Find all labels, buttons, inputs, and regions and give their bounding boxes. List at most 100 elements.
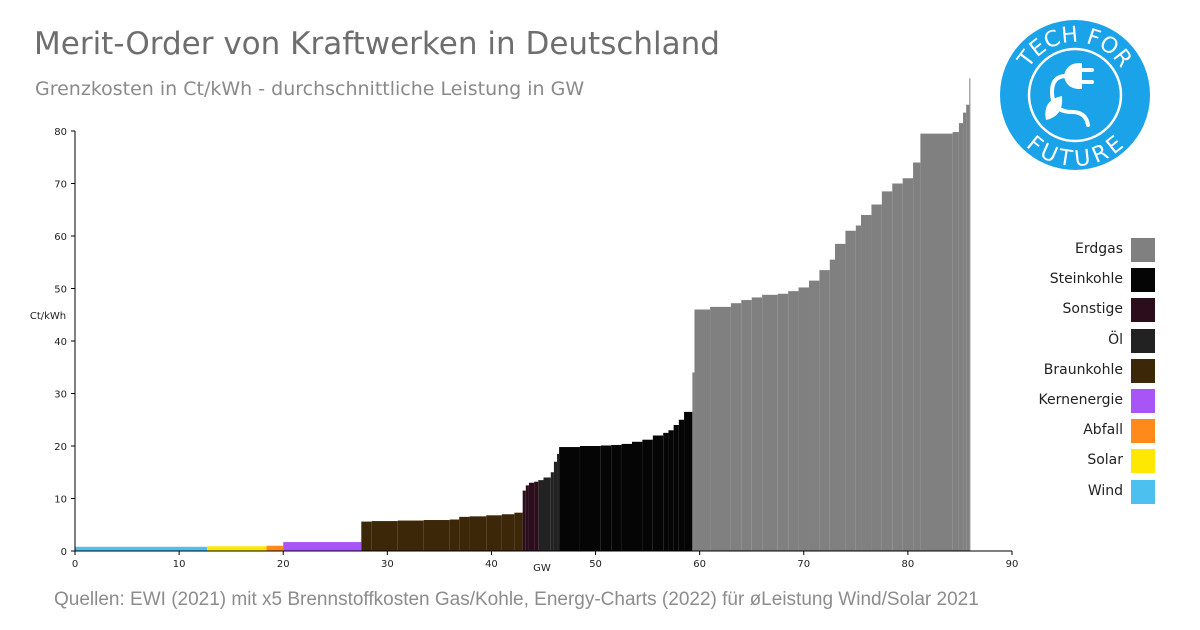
bar-steinkohle [579, 446, 601, 551]
legend-swatch [1131, 328, 1155, 353]
y-tick-label: 0 [61, 547, 67, 558]
x-tick-label: 70 [797, 559, 810, 570]
bar-steinkohle [559, 447, 580, 551]
bar-erdgas [694, 309, 711, 551]
bar-steinkohle [652, 435, 664, 551]
bar-braunkohle [501, 514, 515, 551]
bars-layer [75, 78, 971, 552]
bar-braunkohle [486, 515, 502, 551]
bar-kernenergie [283, 542, 362, 551]
bar-erdgas [788, 291, 799, 551]
y-tick-label: 40 [54, 337, 67, 348]
tech-for-future-logo: TECH FOR FUTURE [1000, 20, 1150, 170]
bar-erdgas [730, 303, 742, 551]
bar-erdgas [835, 243, 846, 551]
bar-steinkohle [611, 444, 622, 551]
legend-swatch [1131, 358, 1155, 383]
bar-erdgas [861, 215, 872, 551]
bar-sonstige [525, 485, 529, 551]
bar-erdgas [966, 104, 970, 551]
chart-subtitle: Grenzkosten in Ct/kWh - durchschnittlich… [35, 78, 585, 100]
y-tick-label: 70 [54, 180, 67, 191]
bar-steinkohle [684, 411, 693, 551]
y-tick-label: 60 [54, 232, 67, 243]
legend-item: Abfall [960, 419, 1155, 444]
legend-item: Steinkohle [960, 268, 1155, 293]
bar-erdgas [855, 225, 862, 551]
bar-steinkohle [678, 419, 685, 551]
bar-erdgas [963, 112, 967, 551]
bar-braunkohle [361, 521, 372, 551]
x-tick-label: 60 [693, 559, 706, 570]
plug-leaf-icon [1045, 62, 1094, 127]
bar--l [538, 480, 544, 551]
bar-erdgas [913, 162, 921, 551]
x-tick-label: 90 [1006, 559, 1019, 570]
bar-braunkohle [423, 520, 450, 551]
x-tick-label: 0 [72, 559, 78, 570]
logo-circle [1000, 20, 1150, 170]
legend-label: Braunkohle [1043, 361, 1123, 378]
bar-erdgas [969, 78, 971, 551]
y-tick-label: 30 [54, 390, 67, 401]
bar--l [543, 477, 551, 551]
bar-solar [207, 546, 267, 551]
bar-erdgas [920, 133, 953, 551]
bar-steinkohle [663, 432, 669, 551]
x-tick-label: 50 [589, 559, 602, 570]
bar-braunkohle [397, 520, 424, 551]
legend-item: Sonstige [960, 298, 1155, 323]
bar-steinkohle [631, 441, 643, 551]
bar--l [553, 461, 558, 551]
y-axis-label: Ct/kWh [30, 311, 66, 322]
bar-erdgas [952, 132, 959, 552]
legend-swatch [1131, 479, 1155, 504]
bar-erdgas [751, 297, 763, 551]
bar-erdgas [871, 204, 882, 551]
bar-erdgas [692, 372, 695, 551]
bar-erdgas [845, 230, 856, 551]
bar-braunkohle [371, 521, 398, 551]
legend-swatch [1131, 449, 1155, 474]
legend-swatch [1131, 238, 1155, 262]
legend-swatch [1131, 419, 1155, 444]
logo-inner-ring [1027, 47, 1123, 143]
legend-label: Erdgas [1074, 241, 1123, 257]
legend-swatch [1131, 389, 1155, 413]
bar-erdgas [902, 178, 914, 551]
bar-steinkohle [642, 439, 653, 551]
bar-erdgas [710, 306, 731, 551]
bar-wind [75, 546, 208, 551]
legend-label: Solar [1087, 452, 1123, 469]
legend-item: Braunkohle [960, 358, 1155, 383]
bar-braunkohle [469, 516, 487, 551]
bar-braunkohle [449, 519, 460, 551]
bar-erdgas [892, 183, 903, 551]
bar-steinkohle [600, 445, 612, 551]
bar-erdgas [777, 293, 789, 551]
legend-item: Wind [960, 479, 1155, 504]
legend-label: Öl [1108, 331, 1123, 348]
legend-swatch [1131, 268, 1155, 293]
y-tick-label: 20 [54, 442, 67, 453]
bar-erdgas [808, 280, 820, 551]
legend-label: Abfall [1083, 422, 1123, 439]
source-note: Quellen: EWI (2021) mit x5 Brennstoffkos… [54, 589, 979, 610]
bar-sonstige [534, 481, 539, 551]
x-tick-label: 40 [485, 559, 498, 570]
bar-erdgas [819, 270, 830, 551]
bar-steinkohle [668, 430, 674, 551]
x-tick-label: 30 [381, 559, 394, 570]
bar-abfall [266, 545, 284, 551]
bar-erdgas [958, 123, 964, 551]
bar--l [550, 472, 554, 551]
legend-item: Solar [960, 449, 1155, 474]
bar-erdgas [762, 294, 778, 551]
chart-title: Merit-Order von Kraftwerken in Deutschla… [34, 26, 720, 62]
legend-item: Erdgas [960, 238, 1155, 262]
legend-item: Kernenergie [960, 389, 1155, 413]
bar--l [557, 453, 560, 551]
y-tick-label: 80 [54, 127, 67, 138]
legend-label: Steinkohle [1049, 271, 1123, 288]
